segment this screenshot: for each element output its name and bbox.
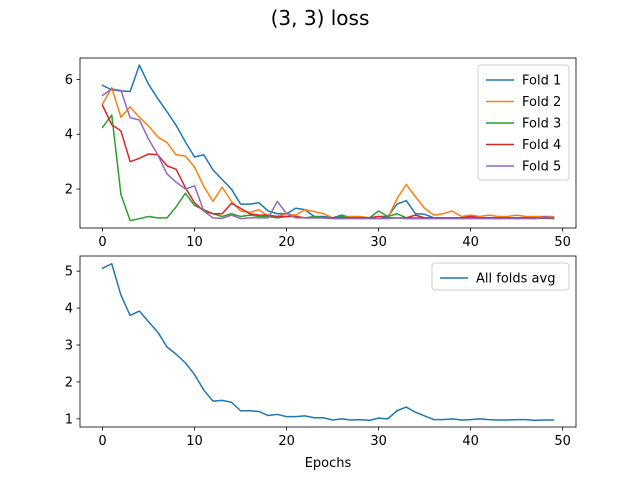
legend-label: Fold 3 — [522, 117, 561, 132]
legend-label: Fold 4 — [522, 138, 561, 153]
legend-box — [477, 64, 570, 181]
y-tick-label: 5 — [65, 265, 73, 280]
figure-title: (3, 3) loss — [271, 6, 370, 30]
legend-box — [431, 262, 570, 291]
legend: All folds avg — [431, 262, 570, 291]
y-tick-label: 3 — [65, 339, 73, 354]
y-tick-label: 2 — [65, 375, 73, 390]
x-tick-label: 20 — [278, 434, 295, 449]
legend: Fold 1 Fold 2 Fold 3 Fold 4 Fold 5 — [477, 64, 570, 181]
y-tick-label: 1 — [65, 412, 73, 427]
x-tick-label: 50 — [554, 434, 571, 449]
series-line-1 — [101, 263, 555, 422]
bottom-subplot: 0 10 20 30 40 50 1 2 3 4 5 Epochs All folds avg — [65, 255, 577, 471]
legend-label: Fold 1 — [522, 74, 561, 89]
series-line-5 — [101, 88, 555, 220]
y-tick-label: 6 — [65, 73, 73, 88]
y-tick-label: 4 — [65, 302, 73, 317]
series-line-2 — [101, 86, 555, 219]
x-tick-label: 10 — [186, 434, 203, 449]
legend-label: All folds avg — [476, 272, 555, 287]
x-tick-label: 30 — [370, 235, 387, 250]
legend-label: Fold 5 — [522, 160, 561, 175]
x-tick-label: 0 — [98, 434, 106, 449]
axes-frame — [79, 57, 577, 229]
y-tick-label: 2 — [65, 183, 73, 198]
x-tick-label: 30 — [370, 434, 387, 449]
x-tick-label: 10 — [186, 235, 203, 250]
y-tick-label: 4 — [65, 128, 73, 143]
axes-frame — [79, 255, 577, 428]
x-tick-label: 20 — [278, 235, 295, 250]
x-tick-label: 0 — [98, 235, 106, 250]
legend-label: Fold 2 — [522, 95, 561, 110]
x-tick-label: 50 — [554, 235, 571, 250]
x-tick-label: 40 — [462, 235, 479, 250]
x-tick-label: 40 — [462, 434, 479, 449]
x-axis-label: Epochs — [305, 456, 352, 471]
